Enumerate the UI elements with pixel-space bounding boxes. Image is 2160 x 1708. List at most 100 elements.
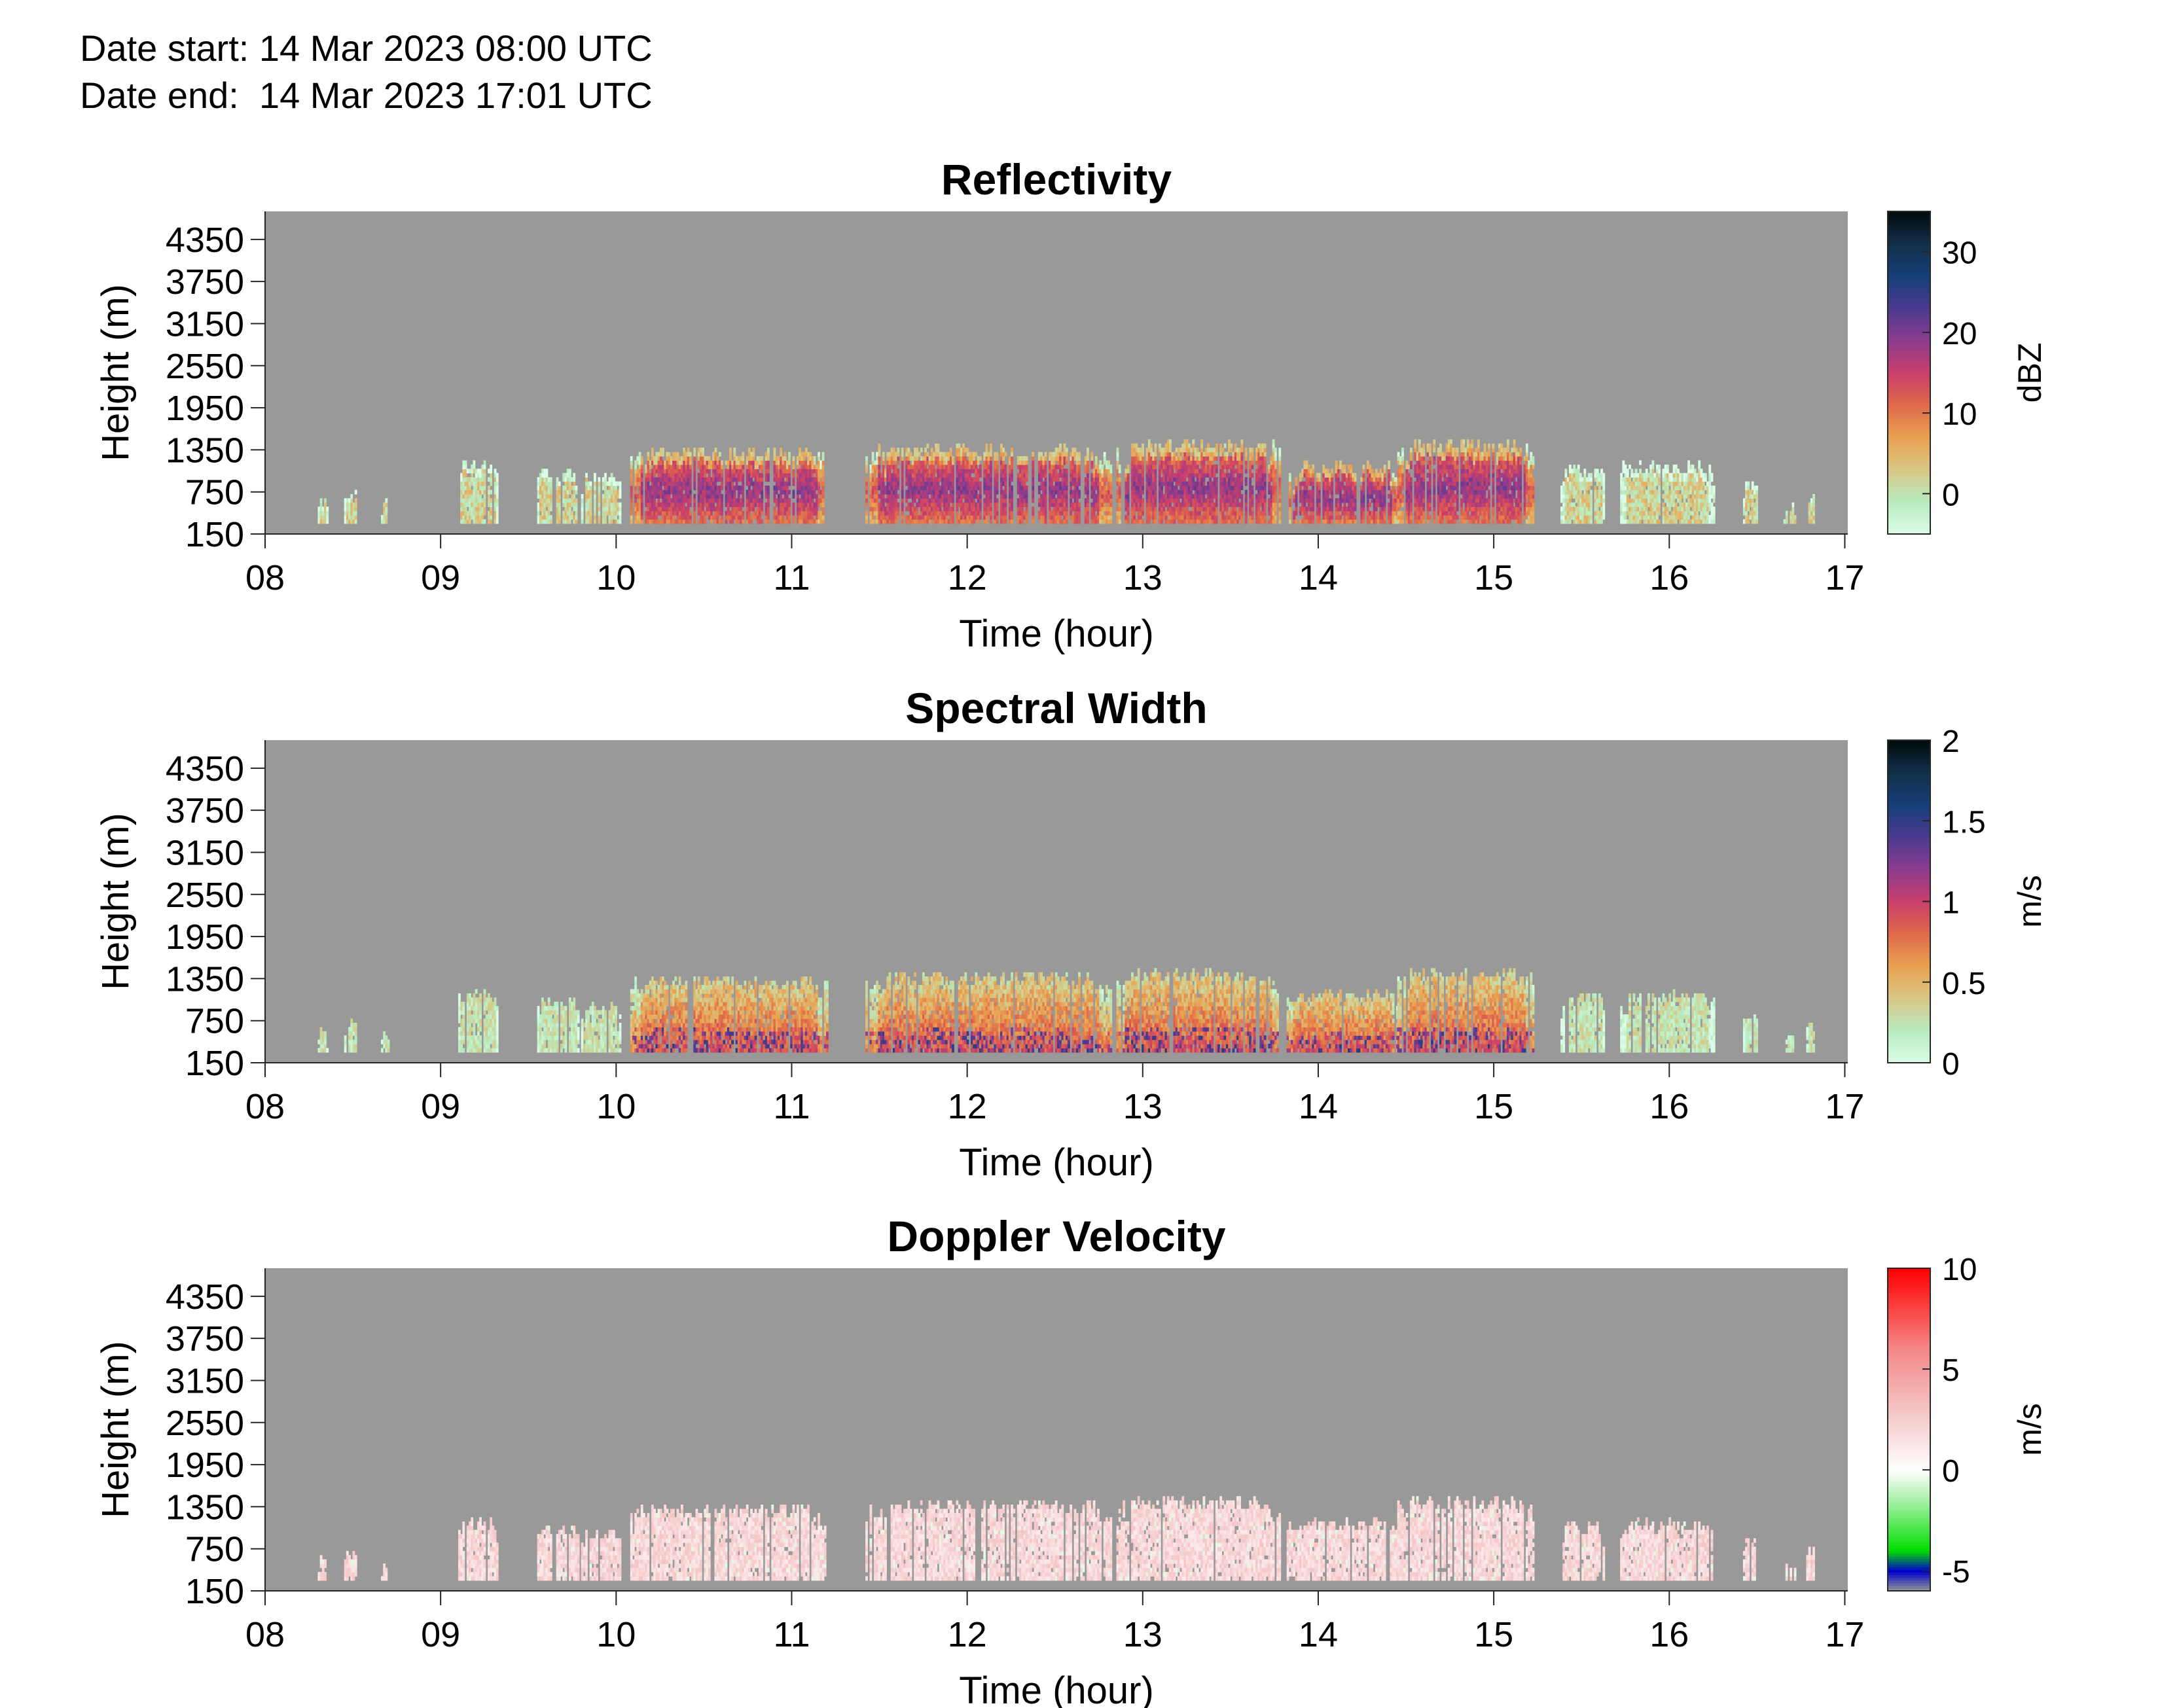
echo-cell [543,469,547,474]
echo-cell [1017,498,1020,503]
echo-cell [937,515,940,520]
echo-cell [1230,469,1233,474]
echo-cell [1236,456,1239,461]
echo-cell [1063,519,1066,524]
echo-cell [319,507,323,512]
echo-cell [1238,460,1242,465]
echo-cell [949,464,952,469]
echo-cell [1042,507,1045,512]
echo-cell [1021,502,1024,507]
echo-cell [645,472,648,478]
echo-cell [348,502,351,507]
echo-cell [788,519,791,524]
echo-cell [1211,460,1214,465]
echo-cell [882,507,885,512]
echo-cell [462,481,465,486]
echo-cell [1154,443,1157,448]
echo-cell [1166,472,1170,478]
echo-cell [987,486,990,491]
echo-cell [1164,448,1168,453]
echo-cell [907,469,910,474]
echo-cell [636,507,639,512]
echo-cell [1147,498,1151,503]
echo-cell [985,493,988,499]
echo-cell [905,489,909,495]
date-info: Date start: 14 Mar 2023 08:00 UTC Date e… [80,25,653,119]
echo-cell [714,498,717,503]
echo-cell [1196,456,1199,461]
echo-cell [1236,469,1239,474]
echo-cell [935,489,938,495]
echo-cell [818,486,820,491]
echo-cell [1017,510,1020,516]
echo-cell [796,464,799,469]
echo-cell [1032,493,1035,499]
echo-cell [1099,498,1102,503]
echo-cell [897,481,900,486]
echo-cell [1232,456,1235,461]
echo-cell [1166,493,1170,499]
echo-cell [756,515,759,520]
echo-cell [1221,486,1225,491]
echo-cell [1274,493,1277,499]
echo-cell [687,477,690,482]
echo-cell [968,456,971,461]
echo-cell [1316,493,1319,499]
echo-cell [983,519,986,524]
echo-cell [634,498,638,503]
echo-cell [962,448,965,453]
echo-cell [740,469,742,474]
echo-cell [882,493,885,499]
echo-cell [1158,464,1161,469]
echo-cell [672,464,675,469]
echo-cell [1187,515,1191,520]
echo-cell [687,493,690,499]
echo-cell [494,507,497,512]
echo-cell [649,510,652,516]
echo-cell [494,477,497,482]
echo-cell [1004,481,1007,486]
echo-cell [735,464,738,469]
echo-cell [1161,460,1163,465]
echo-cell [1232,481,1235,486]
echo-cell [1070,456,1073,461]
echo-cell [693,460,696,465]
echo-cell [1054,448,1058,453]
echo-cell [1086,502,1089,507]
echo-cell [1109,469,1113,474]
echo-cell [945,472,948,478]
echo-cell [1331,493,1334,499]
echo-cell [1215,502,1218,507]
echo-cell [759,477,761,482]
echo-cell [1324,481,1327,486]
echo-cell [778,460,780,465]
echo-cell [1179,469,1182,474]
echo-cell [1200,443,1204,448]
echo-cell [651,469,654,474]
echo-cell [882,486,885,491]
echo-cell [882,510,885,516]
echo-cell [1054,502,1058,507]
echo-cell [1154,452,1157,457]
echo-cell [937,469,940,474]
echo-cell [1137,489,1140,495]
echo-cell [1177,498,1180,503]
echo-cell [801,519,804,524]
echo-cell [1051,519,1054,524]
echo-cell [562,489,566,495]
echo-cell [1257,515,1260,520]
echo-cell [1366,507,1369,512]
echo-cell [924,460,927,465]
echo-cell [966,477,969,482]
echo-cell [1215,443,1218,448]
echo-cell [1154,469,1157,474]
echo-cell [865,515,868,520]
echo-cell [949,486,952,491]
echo-cell [636,469,639,474]
echo-cell [479,507,482,512]
echo-cell [1173,464,1176,469]
echo-cell [1375,481,1378,486]
echo-cell [890,486,893,491]
echo-cell [933,472,935,478]
echo-cell [788,502,791,507]
